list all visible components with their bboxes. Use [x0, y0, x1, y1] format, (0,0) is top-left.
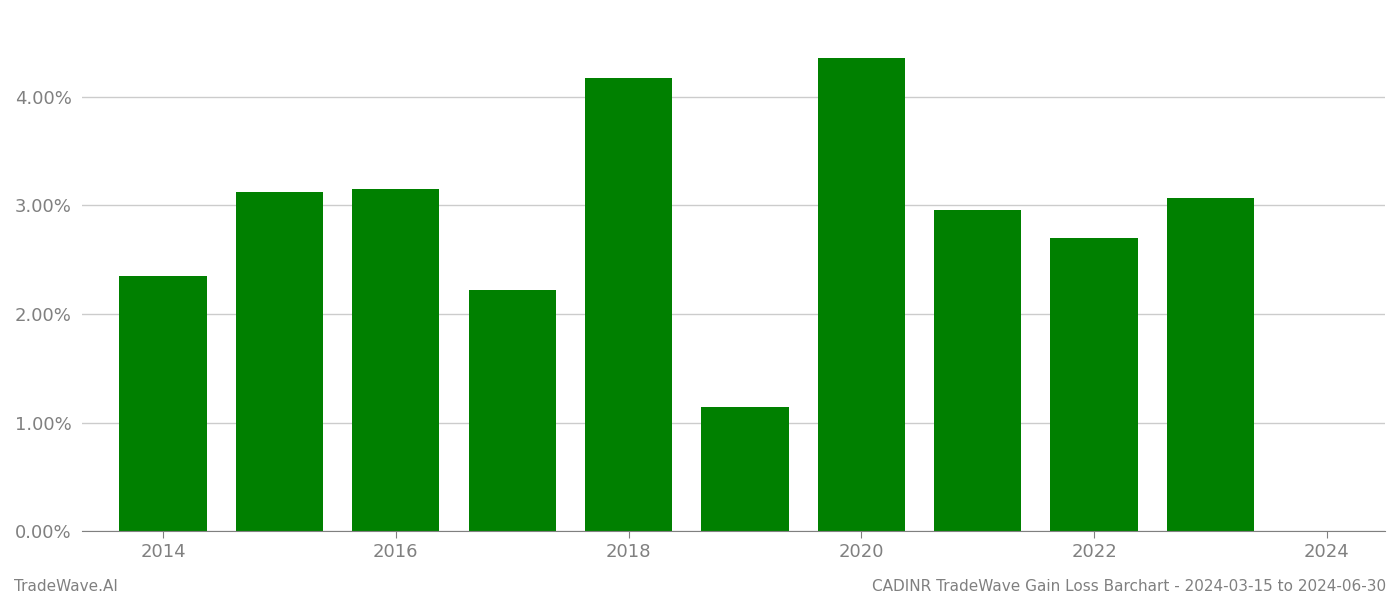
Bar [1166, 197, 1254, 531]
Bar [469, 290, 556, 531]
Bar [353, 189, 440, 531]
Bar [1050, 238, 1138, 531]
Text: TradeWave.AI: TradeWave.AI [14, 579, 118, 594]
Bar [235, 192, 323, 531]
Bar [585, 78, 672, 531]
Bar [818, 58, 904, 531]
Bar [701, 407, 788, 531]
Text: CADINR TradeWave Gain Loss Barchart - 2024-03-15 to 2024-06-30: CADINR TradeWave Gain Loss Barchart - 20… [872, 579, 1386, 594]
Bar [934, 209, 1022, 531]
Bar [119, 276, 207, 531]
